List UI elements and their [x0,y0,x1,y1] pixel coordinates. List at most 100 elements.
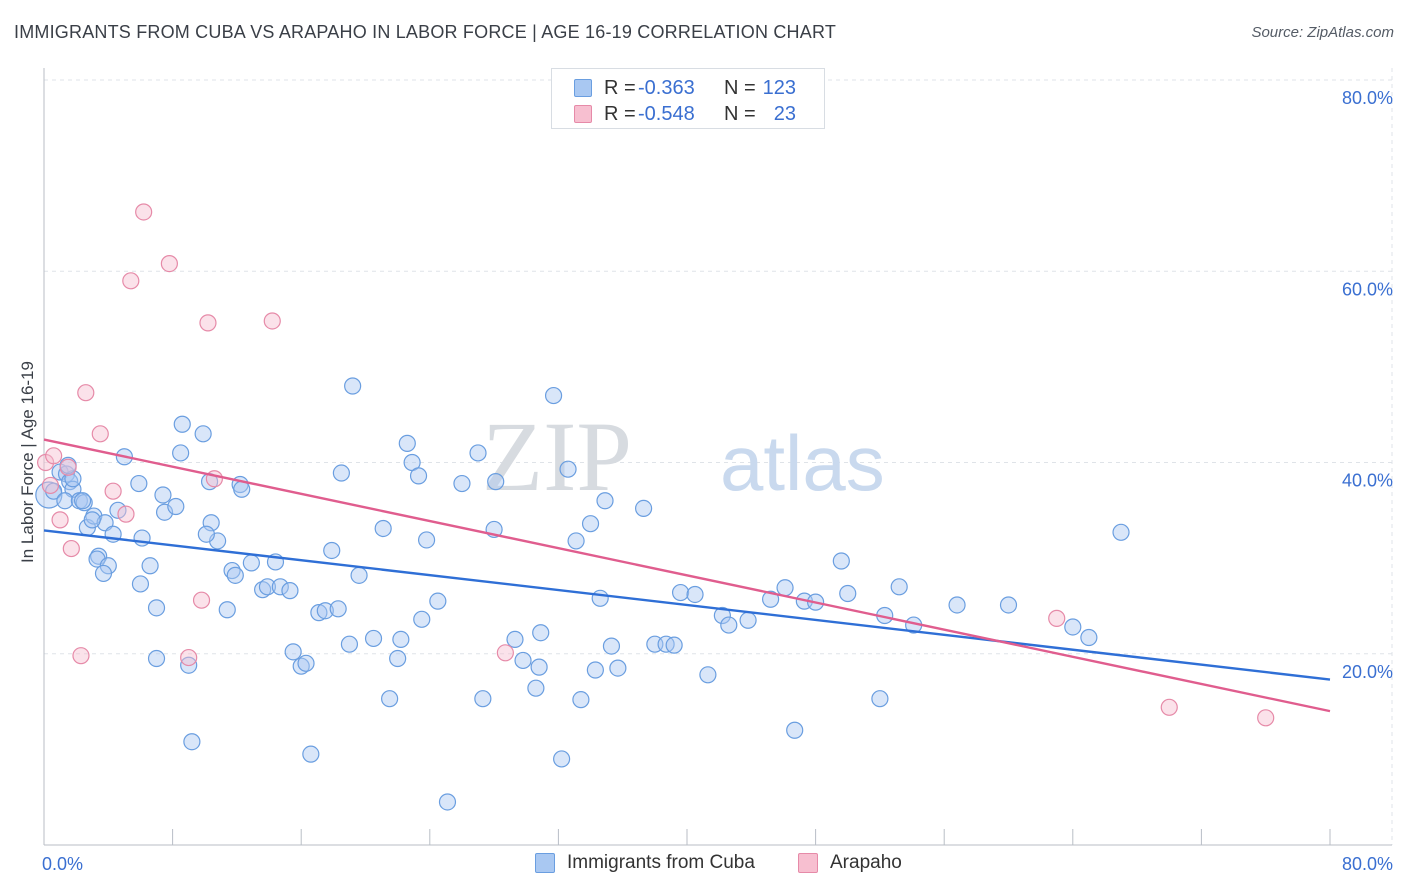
point-cuba [514,651,532,670]
point-cuba [197,525,215,543]
legend-item-arapaho[interactable]: Arapaho [798,852,902,874]
point-cuba [364,629,383,648]
point-cuba [141,557,159,575]
point-cuba [35,481,63,509]
point-cuba [154,486,172,504]
point-cuba [686,585,704,604]
axes [43,68,1392,846]
legend-swatch-cuba [535,853,555,873]
y-tick-label: 60.0% [1342,279,1393,299]
point-cuba [581,515,600,533]
point-cuba [596,492,614,510]
point-cuba [671,583,690,602]
point-cuba [832,552,850,570]
point-cuba [776,579,794,597]
point-cuba [871,690,889,708]
point-cuba [839,584,857,603]
legend-swatch-arapaho [798,853,818,873]
point-cuba [530,658,548,676]
point-cuba [130,474,148,493]
point-cuba [999,596,1018,614]
point-cuba [634,499,653,517]
x-tick-label: 0.0% [42,854,83,874]
point-arapaho [104,482,122,500]
point-cuba [417,531,436,549]
watermark-atlas: atlas [720,419,885,507]
point-cuba [553,750,571,768]
point-cuba [281,582,299,600]
point-cuba [438,793,457,811]
point-cuba [567,532,585,550]
legend-row-arapaho: R = -0.548 N = 23 [574,101,796,127]
point-arapaho [62,539,80,558]
r-value: -0.548 [638,102,695,125]
point-arapaho [51,511,69,529]
point-cuba [297,654,315,672]
point-cuba [292,657,310,675]
point-arapaho [1160,698,1178,716]
watermark: ZIP atlas [482,401,885,512]
y-tick-label: 20.0% [1342,662,1393,682]
point-cuba [302,745,320,763]
point-arapaho [1048,609,1066,627]
point-cuba [474,690,492,708]
point-cuba [131,575,150,593]
point-cuba [392,630,410,649]
point-arapaho [45,447,63,465]
point-cuba [720,616,738,634]
point-cuba [713,606,731,625]
point-cuba [374,519,392,538]
point-arapaho [180,648,198,667]
chart-title: IMMIGRANTS FROM CUBA VS ARAPAHO IN LABOR… [14,22,837,42]
legend-row-cuba: R = -0.363 N = 123 [574,75,796,101]
point-cuba [258,578,277,596]
point-arapaho [72,647,90,665]
point-arapaho [496,644,514,662]
point-cuba [340,635,359,653]
point-cuba [350,566,368,584]
point-cuba [1112,523,1130,541]
trend-lines [43,438,1331,713]
r-label: R = [604,102,636,125]
point-cuba [316,602,334,620]
point-cuba [413,610,431,628]
point-arapaho [59,458,77,476]
point-cuba [329,600,347,618]
point-cuba [609,659,627,677]
point-arapaho [1257,709,1275,727]
point-cuba [948,596,966,614]
n-label: N = [724,76,756,99]
point-cuba [506,630,524,649]
legend-swatch-cuba [574,79,592,97]
point-cuba [527,679,545,697]
series-legend: Immigrants from Cuba Arapaho [0,852,1406,878]
point-cuba [194,425,212,443]
point-cuba [332,464,350,482]
point-cuba [398,434,416,452]
point-arapaho [117,505,135,523]
n-label: N = [724,102,756,125]
point-cuba [591,589,609,607]
y-axis-label: In Labor Force | Age 16-19 [18,361,37,563]
y-tick-label: 40.0% [1342,471,1393,491]
data-points [35,203,1275,811]
point-cuba [665,636,683,654]
grid-lines [44,68,1393,845]
legend-item-cuba[interactable]: Immigrants from Cuba [535,852,755,874]
r-value: -0.363 [638,76,695,99]
point-cuba [73,492,92,510]
point-cuba [409,467,428,485]
point-cuba [739,611,757,629]
point-arapaho [91,425,109,443]
correlation-legend: R = -0.363 N = 123 R = -0.548 N = 23 [551,68,825,129]
point-arapaho [77,384,95,402]
legend-label-cuba: Immigrants from Cuba [567,852,755,873]
point-cuba [786,721,804,739]
n-value: 23 [773,102,796,125]
point-cuba [223,561,241,580]
point-cuba [1064,618,1082,636]
point-cuba [147,649,166,668]
point-cuba [109,501,127,519]
source-label: Source: ZipAtlas.com [1251,24,1394,41]
